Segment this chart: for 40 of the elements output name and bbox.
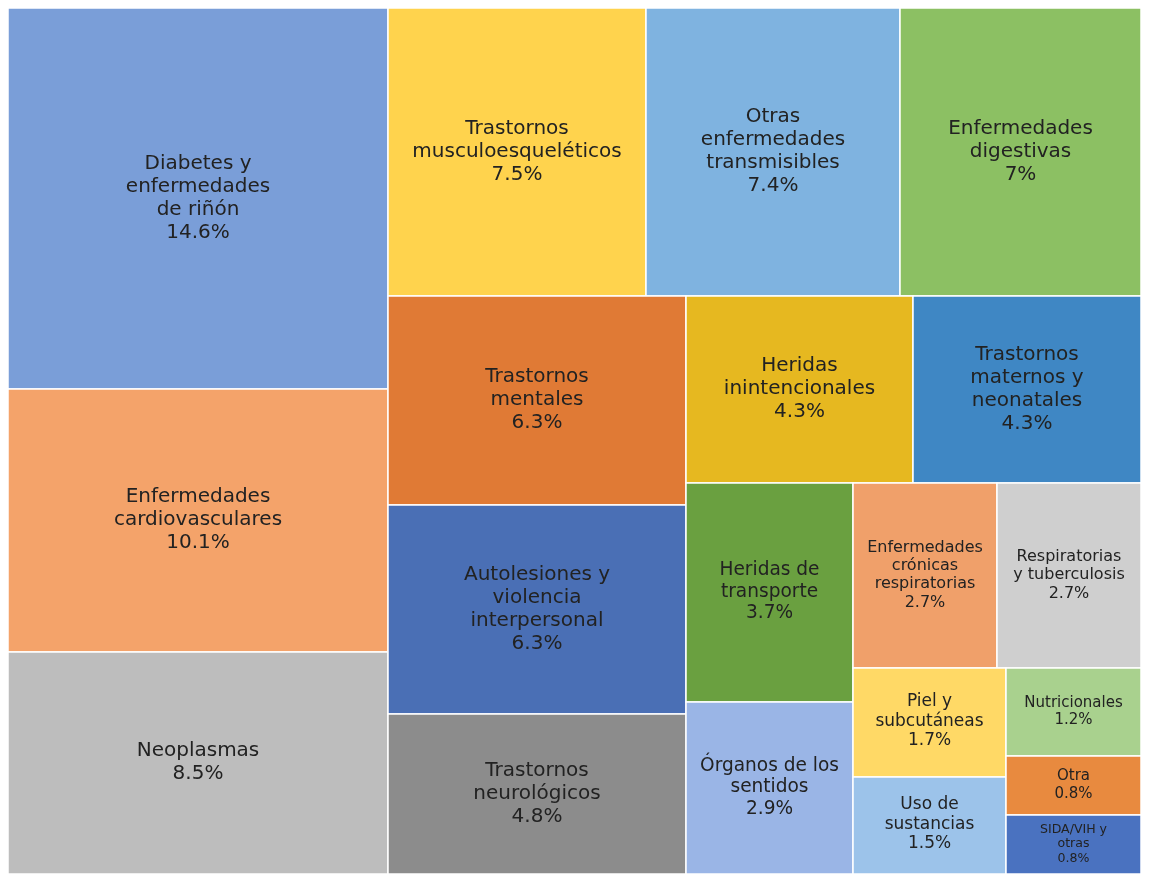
data-label: 7.5%: [491, 160, 543, 185]
category-label: Otras enfermedades transmisibles: [700, 103, 846, 173]
data-label: 0.8%: [1054, 783, 1093, 802]
data-label: 6.3%: [511, 409, 563, 433]
data-label: 1.5%: [907, 832, 952, 853]
data-label: 2.7%: [904, 591, 946, 611]
data-label: 7%: [1004, 160, 1037, 185]
category-label: Enfermedades digestivas: [948, 114, 1093, 162]
category-label: Uso de sustancias: [884, 793, 975, 833]
data-label: 2.9%: [745, 796, 794, 818]
category-label: SIDA/VIH y otras: [1039, 820, 1108, 851]
data-label: 4.3%: [774, 398, 825, 422]
data-label: 6.3%: [511, 629, 563, 654]
category-label: Trastornos neurológicos: [473, 756, 601, 804]
category-label: Trastornos musculoesqueléticos: [412, 114, 622, 162]
category-label: Trastornos maternos y neonatales: [970, 340, 1084, 411]
category-label: Enfermedades cardiovasculares: [113, 483, 283, 530]
category-label: Neoplasmas: [136, 737, 260, 761]
data-label: 0.8%: [1057, 849, 1090, 865]
data-label: 7.4%: [747, 172, 799, 196]
category-label: Autolesiones y violencia interpersonal: [463, 560, 611, 631]
category-label: Diabetes y enfermedades de riñón: [125, 149, 271, 220]
data-label: 14.6%: [166, 218, 230, 243]
category-label: Piel y subcutáneas: [875, 690, 984, 730]
data-label: 8.5%: [172, 760, 224, 784]
category-label: Heridas inintencionales: [723, 352, 876, 399]
data-label: 4.3%: [1001, 409, 1053, 434]
category-label: Nutricionales: [1024, 692, 1123, 711]
data-label: 4.8%: [511, 802, 563, 827]
category-label: Respiratorias y tuberculosis: [1013, 545, 1125, 584]
data-label: 3.7%: [745, 601, 794, 623]
category-label: Heridas de transporte: [719, 558, 820, 601]
category-label: Otra: [1056, 766, 1091, 785]
data-label: 2.7%: [1048, 582, 1090, 602]
data-label: 10.1%: [166, 529, 230, 553]
data-label: 1.2%: [1054, 710, 1093, 728]
category-label: Enfermedades crónicas respiratorias: [867, 536, 983, 593]
data-label: 1.7%: [907, 729, 952, 750]
category-label: Trastornos mentales: [484, 363, 589, 410]
category-label: Órganos de los sentidos: [700, 751, 839, 797]
